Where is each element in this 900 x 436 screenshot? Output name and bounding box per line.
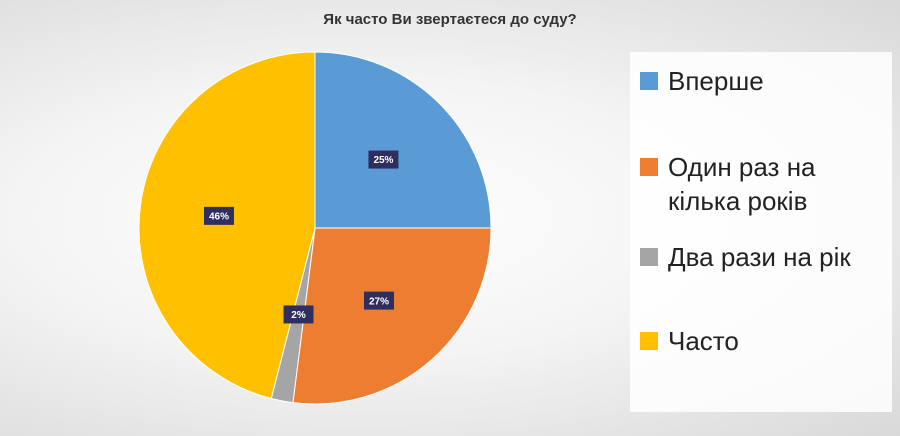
data-label: 27%	[364, 291, 395, 310]
legend-label: Один раз на кілька років	[668, 152, 816, 216]
data-label-text: 27%	[369, 296, 389, 307]
legend-label: Два рази на рік	[668, 242, 851, 272]
data-label-box	[283, 305, 314, 324]
data-label: 2%	[283, 305, 314, 324]
data-label-box	[364, 291, 395, 310]
data-label-text: 2%	[291, 310, 306, 321]
legend-swatch	[640, 158, 658, 176]
legend-item: Вперше	[640, 64, 890, 98]
legend: Вперше Один раз на кілька років Два рази н…	[630, 52, 892, 412]
pie-slice	[138, 51, 316, 400]
data-label: 46%	[203, 206, 234, 225]
legend-label: Часто	[668, 326, 739, 356]
data-label-box	[203, 206, 234, 225]
legend-item: Два рази на рік	[640, 240, 890, 274]
legend-swatch	[640, 332, 658, 350]
legend-swatch	[640, 248, 658, 266]
data-label-box	[368, 150, 399, 169]
data-label-text: 46%	[209, 212, 229, 223]
legend-item: Один раз на кілька років	[640, 150, 890, 218]
data-label-text: 25%	[373, 155, 393, 166]
data-label: 25%	[368, 150, 399, 169]
legend-item: Часто	[640, 324, 890, 358]
pie-slice	[314, 51, 492, 229]
legend-swatch	[640, 72, 658, 90]
legend-label: Вперше	[668, 66, 764, 96]
pie-slice	[292, 227, 492, 405]
chart-title: Як часто Ви звертаєтеся до суду?	[323, 11, 576, 28]
